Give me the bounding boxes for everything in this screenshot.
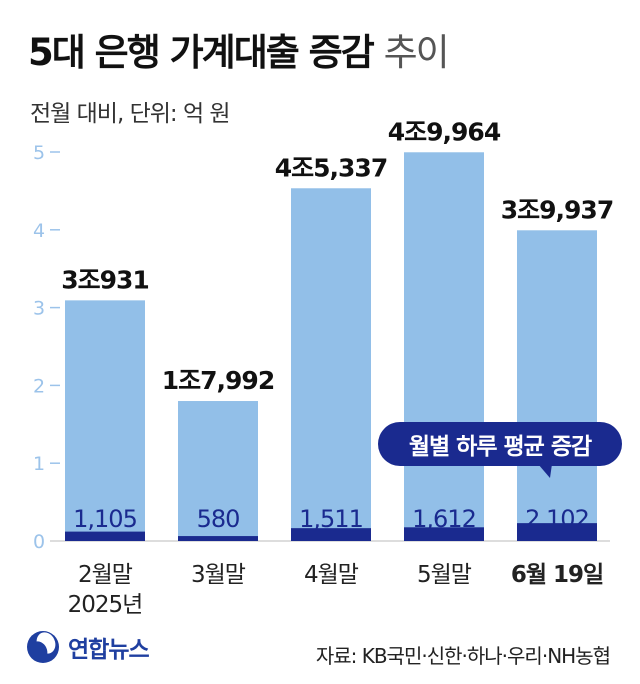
total-value-label: 1조7,992 xyxy=(162,366,274,395)
daily-average-bar xyxy=(517,523,597,541)
total-value-label: 3조9,937 xyxy=(501,195,613,224)
y-tick-label: 1 xyxy=(33,453,45,475)
yonhap-logo: 연합뉴스 xyxy=(26,630,150,664)
y-tick-label: 4 xyxy=(33,220,45,242)
x-category-label: 2월말 xyxy=(78,562,133,588)
daily-average-bar xyxy=(178,536,258,541)
y-tick-label: 0 xyxy=(33,531,45,553)
y-tick-label: 3 xyxy=(33,298,45,320)
y-tick-label: 5 xyxy=(33,142,45,164)
source-note: 자료: KB국민·신한·하나·우리·NH농협 xyxy=(315,644,611,668)
total-value-label: 4조9,964 xyxy=(388,117,501,146)
y-tick-label: 2 xyxy=(33,375,45,397)
total-bar xyxy=(291,188,371,541)
total-bar xyxy=(517,230,597,541)
x-category-sublabel: 2025년 xyxy=(68,592,143,618)
logo-text: 연합뉴스 xyxy=(68,637,150,663)
daily-value-label: 580 xyxy=(197,505,240,533)
daily-value-label: 1,105 xyxy=(73,505,137,533)
callout-pointer xyxy=(538,464,552,478)
yonhap-logo-icon xyxy=(27,631,59,663)
x-category-label: 6월 19일 xyxy=(511,562,603,588)
total-bar xyxy=(404,152,484,541)
daily-average-bar xyxy=(404,527,484,541)
chart-title: 5대 은행 가계대출 증감 추이 xyxy=(28,31,450,74)
x-category-label: 4월말 xyxy=(304,562,359,588)
series-callout-daily-average: 월별 하루 평균 증감 xyxy=(378,422,622,466)
chart-subtitle: 전월 대비, 단위: 억 원 xyxy=(30,101,231,127)
chart-title-suffix: 추이 xyxy=(383,31,450,74)
daily-average-bar xyxy=(291,528,371,541)
daily-value-label: 2,102 xyxy=(525,505,589,533)
total-value-label: 3조931 xyxy=(61,265,149,294)
total-value-label: 4조5,337 xyxy=(275,153,387,182)
daily-average-bar xyxy=(65,531,145,541)
x-category-label: 5월말 xyxy=(417,562,472,588)
daily-value-label: 1,511 xyxy=(299,505,363,533)
total-bar xyxy=(65,300,145,541)
total-bar xyxy=(178,401,258,541)
daily-value-label: 1,612 xyxy=(412,505,476,533)
x-category-label: 3월말 xyxy=(191,562,246,588)
